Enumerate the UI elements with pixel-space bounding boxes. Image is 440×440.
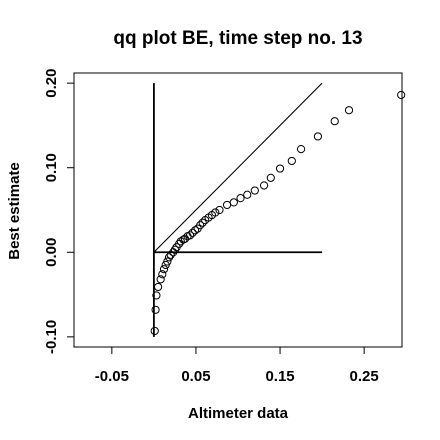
- data-point: [166, 250, 175, 259]
- data-point: [191, 226, 200, 235]
- y-tick-label: 0.10: [43, 153, 60, 182]
- data-point: [158, 270, 167, 279]
- data-point: [236, 194, 245, 203]
- data-point: [259, 181, 269, 190]
- data-point: [188, 228, 197, 237]
- x-axis: -0.05 0.05 0.15 0.25: [95, 346, 379, 385]
- data-point: [150, 326, 159, 336]
- data-points: [150, 90, 406, 336]
- data-point: [163, 257, 172, 266]
- data-point: [330, 117, 339, 126]
- data-point: [151, 305, 160, 314]
- data-point: [287, 156, 296, 166]
- x-axis-label: Altimeter data: [188, 405, 289, 422]
- reference-line: [153, 82, 323, 253]
- data-point: [296, 145, 306, 154]
- data-point: [229, 198, 238, 207]
- y-tick-label: -0.10: [43, 320, 60, 354]
- data-point: [185, 231, 195, 240]
- x-tick-label: -0.05: [95, 368, 129, 385]
- y-axis: -0.10 0.00 0.10 0.20: [43, 69, 75, 354]
- data-point: [154, 282, 163, 292]
- data-point: [152, 291, 161, 300]
- data-point: [215, 205, 224, 215]
- y-tick-label: 0.20: [43, 69, 60, 98]
- chart-title: qq plot BE, time step no. 13: [113, 28, 362, 49]
- data-point: [313, 132, 322, 141]
- data-point: [175, 239, 184, 248]
- data-point: [344, 106, 354, 115]
- data-point: [250, 186, 259, 195]
- data-point: [156, 275, 165, 284]
- y-tick-label: 0.00: [43, 238, 60, 267]
- data-point: [397, 90, 406, 100]
- data-point: [164, 253, 174, 262]
- data-point: [243, 190, 252, 199]
- data-point: [275, 164, 285, 173]
- x-tick-label: 0.25: [350, 368, 379, 385]
- data-point: [170, 245, 180, 254]
- data-point: [159, 265, 169, 274]
- data-point: [266, 173, 275, 182]
- data-point: [222, 200, 232, 210]
- data-point: [196, 221, 205, 230]
- reference-lines: [152, 82, 323, 337]
- x-tick-label: 0.05: [181, 368, 210, 385]
- data-point: [176, 237, 185, 246]
- x-tick-label: 0.15: [265, 368, 294, 385]
- data-point: [211, 208, 220, 217]
- plot-frame: [73, 72, 403, 348]
- data-point: [198, 218, 207, 227]
- y-axis-label: Best estimate: [6, 162, 23, 260]
